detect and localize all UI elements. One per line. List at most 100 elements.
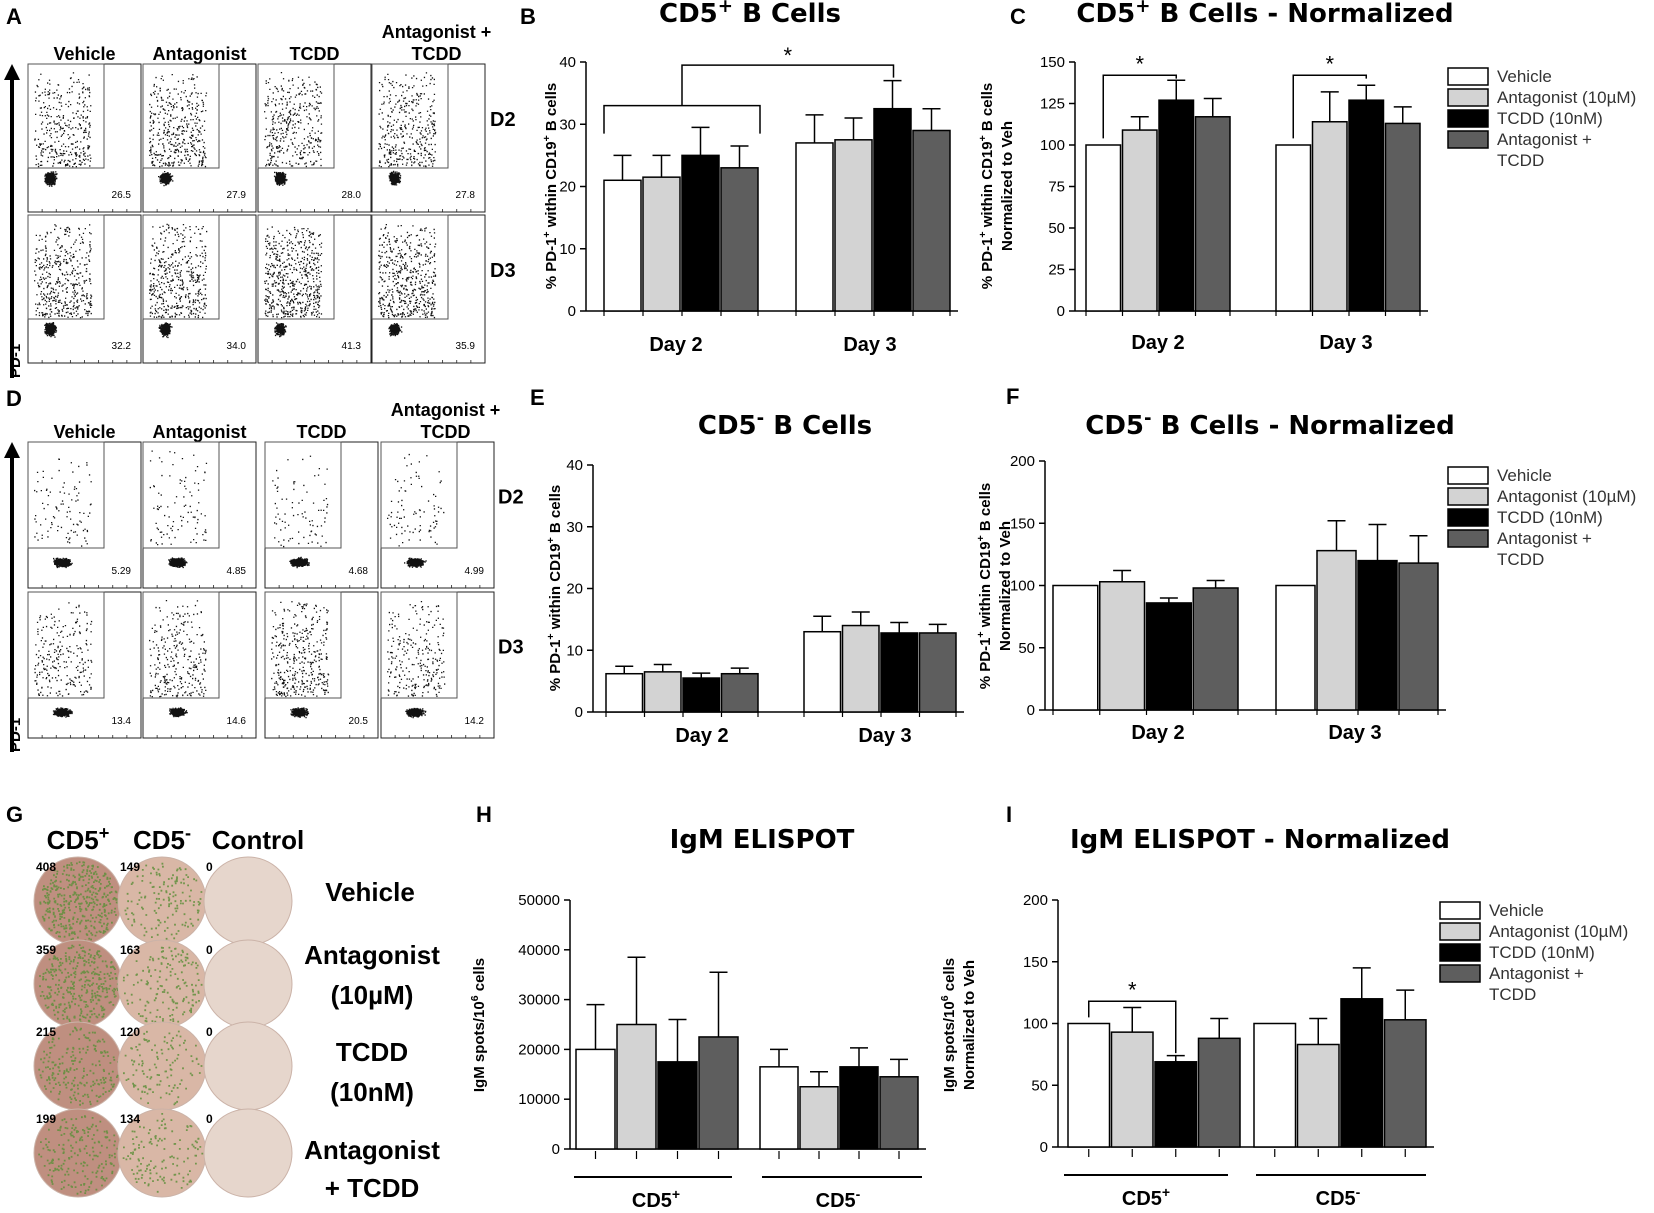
panel-letter: I xyxy=(1006,802,1012,827)
gate xyxy=(380,441,458,549)
chart-title: IgM ELISPOT - Normalized xyxy=(1070,825,1450,855)
row-label: (10nM) xyxy=(330,1077,414,1107)
gate xyxy=(257,63,335,169)
column-header: Antagonist + xyxy=(382,22,492,42)
significance-star: * xyxy=(1128,977,1137,1002)
dot-plot: 14.6 xyxy=(142,591,257,739)
legend-label: Antagonist (10µM) xyxy=(1497,88,1636,107)
y-tick-label: 50 xyxy=(1031,1077,1048,1094)
bar xyxy=(1052,584,1099,711)
legend-swatch xyxy=(1447,487,1489,506)
gate-percentage: 4.68 xyxy=(349,566,369,577)
bar xyxy=(1275,144,1312,312)
column-header: Control xyxy=(212,825,304,855)
bar xyxy=(698,1036,739,1150)
legend-swatch xyxy=(1439,901,1481,920)
gate-percentage: 27.8 xyxy=(456,190,476,201)
dot-plot: 5.29 xyxy=(27,441,142,589)
bar xyxy=(1110,1031,1154,1148)
row-label: D2 xyxy=(498,486,524,508)
y-tick-label: 50000 xyxy=(518,892,560,909)
legends: Vehicle Antagonist (10µM) TCDD (10nM) Antag… xyxy=(1439,67,1636,1004)
y-axis-label: % PD-1+ within CD19+ B cells xyxy=(545,485,564,692)
bar xyxy=(880,632,919,713)
gate xyxy=(142,63,220,169)
bar xyxy=(642,176,681,312)
column-header: Antagonist xyxy=(153,44,247,64)
y-axis-label: Normalized to Veh xyxy=(997,521,1014,651)
panel-letter: G xyxy=(6,802,23,827)
bar xyxy=(1383,1019,1427,1148)
row-label: D3 xyxy=(490,260,516,282)
bar xyxy=(603,179,642,312)
bar xyxy=(834,139,873,312)
bar xyxy=(1384,122,1421,312)
bar xyxy=(1121,129,1158,312)
legend-label: TCDD (10nM) xyxy=(1489,943,1595,962)
category-label: CD5- xyxy=(816,1186,861,1212)
y-tick-label: 40000 xyxy=(518,942,560,959)
column-header: CD5- xyxy=(133,823,191,855)
significance-star: * xyxy=(1325,51,1334,76)
row-label: Vehicle xyxy=(325,877,415,907)
y-tick-label: 150 xyxy=(1040,54,1065,71)
chart-F: F CD5- B Cells - Normalized 0 50 100 150 200 % … xyxy=(975,384,1455,744)
spot-count: 359 xyxy=(36,943,56,957)
bar xyxy=(1192,587,1239,711)
dot-plot: 4.68 xyxy=(264,441,379,589)
elispot-well: 0 xyxy=(203,1021,293,1111)
elispot-well: 149 xyxy=(117,856,207,946)
y-tick-label: 50 xyxy=(1018,640,1035,657)
row-label: TCDD xyxy=(336,1037,408,1067)
row-label: Antagonist xyxy=(304,940,440,970)
legend-swatch xyxy=(1447,109,1489,128)
y-tick-label: 150 xyxy=(1010,515,1035,532)
bar xyxy=(616,1023,657,1150)
bar xyxy=(1316,549,1357,711)
spot-count: 215 xyxy=(36,1025,56,1039)
column-header: TCDD xyxy=(421,422,471,442)
legend-swatch xyxy=(1447,88,1489,107)
column-header: TCDD xyxy=(412,44,462,64)
legend-label: TCDD (10nM) xyxy=(1497,508,1603,527)
y-axis-label: % PD-1+ within CD19+ B cells xyxy=(977,83,996,290)
category-label: Day 2 xyxy=(675,725,728,747)
arrow-head-icon xyxy=(4,64,20,80)
category-label: Day 3 xyxy=(1328,722,1381,744)
legend-swatch xyxy=(1447,508,1489,527)
y-tick-label: 0 xyxy=(575,704,583,721)
y-tick-label: 100 xyxy=(1010,578,1035,595)
gate-percentage: 5.29 xyxy=(112,566,132,577)
bar xyxy=(1311,121,1348,312)
chart-E: E CD5- B Cells 0 10 20 30 40% PD-1+ within CD1… xyxy=(530,385,964,747)
legend-swatch xyxy=(1447,67,1489,86)
y-tick-label: 30 xyxy=(566,519,583,536)
legend-label: TCDD xyxy=(1497,151,1544,170)
significance-star: * xyxy=(783,43,792,68)
bar xyxy=(720,672,759,713)
significance-bracket xyxy=(1292,74,1367,139)
bar xyxy=(643,671,682,713)
chart-C: C CD5+ B Cells - Normalized 0 25 50 75 100 125 1… xyxy=(977,0,1454,354)
y-tick-label: 30000 xyxy=(518,992,560,1009)
gate-percentage: 41.3 xyxy=(342,341,362,352)
column-header: Vehicle xyxy=(53,44,115,64)
bar xyxy=(799,1086,839,1150)
chart-title: CD5- B Cells - Normalized xyxy=(1085,408,1454,442)
y-tick-label: 200 xyxy=(1023,892,1048,909)
category-label: CD5- xyxy=(1316,1184,1361,1210)
panel-letter: C xyxy=(1010,4,1026,29)
dot-plot: 27.9 xyxy=(142,63,257,213)
bar xyxy=(1275,584,1316,711)
gate-percentage: 28.0 xyxy=(342,190,362,201)
panel-letter: A xyxy=(6,4,22,29)
y-tick-label: 10000 xyxy=(518,1091,560,1108)
dot-plot: 28.0 xyxy=(257,63,372,213)
elispot-plates-panel: G CD5+ CD5- Control 408 149 0 359 163 0 215 120 0 199… xyxy=(6,802,440,1203)
category-label: Day 2 xyxy=(649,334,702,356)
column-header: CD5+ xyxy=(47,823,110,855)
chart-H: H IgM ELISPOT 0 10000 20000 30000 40000 50000 Ig… xyxy=(469,802,926,1212)
dot-plot: 32.2 xyxy=(27,214,142,364)
